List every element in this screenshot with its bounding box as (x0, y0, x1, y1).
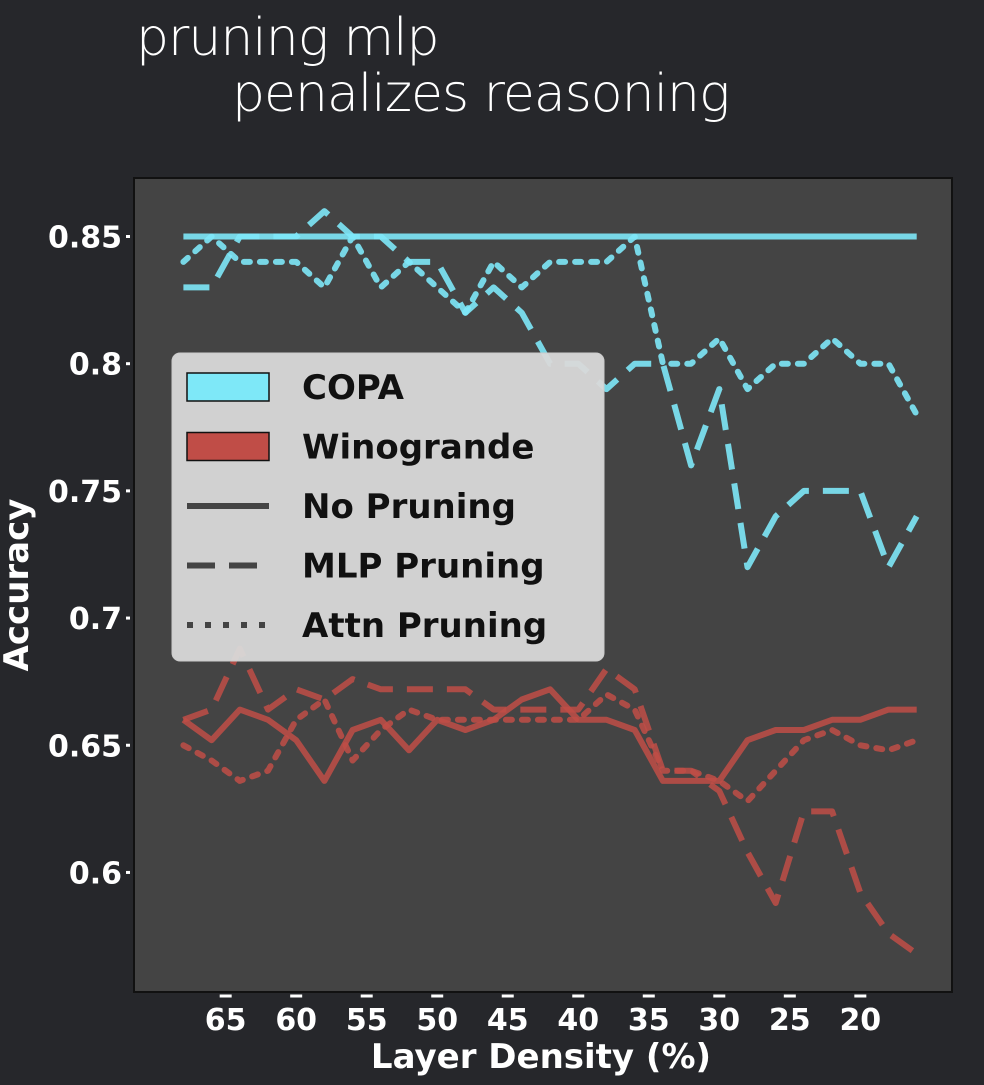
tick-marks (126, 235, 867, 998)
x-tick-label: 60 (275, 1003, 317, 1038)
y-tick-label: 0.85 (48, 221, 122, 256)
legend-label: MLP Pruning (302, 547, 545, 587)
series-line-copa-dotted (180, 233, 920, 418)
y-tick-label: 0.7 (69, 602, 122, 637)
y-tick-label: 0.65 (48, 729, 122, 764)
x-tick-label: 65 (205, 1003, 247, 1038)
x-tick-label: 45 (487, 1003, 529, 1038)
legend-label: Winogrande (302, 428, 534, 468)
legend-swatch-copa (186, 372, 270, 402)
tick-labels: 0.6 0.65 0.7 0.75 0.8 0.85 65 60 55 50 45 40 35 30 25 2… (48, 221, 881, 1038)
series-line-winogrande-dotted (180, 691, 920, 805)
x-tick-label: 40 (557, 1003, 599, 1038)
legend: COPA Winogrande No Pruning MLP Pruning Attn … (171, 352, 605, 662)
legend-swatch-winogrande (186, 431, 270, 462)
y-axis-label: Accuracy (0, 499, 37, 672)
x-tick-label: 50 (416, 1003, 458, 1038)
x-tick-label: 30 (698, 1003, 740, 1038)
y-tick-label: 0.8 (69, 348, 122, 383)
legend-box (171, 352, 605, 662)
x-tick-label: 25 (769, 1003, 811, 1038)
legend-label: Attn Pruning (302, 606, 547, 646)
title-line-2: penalizes reasoning (232, 64, 730, 124)
title-line-1: pruning mlp (136, 8, 440, 68)
series-line-winogrande-dashed (182, 645, 919, 957)
y-tick-label: 0.75 (48, 475, 122, 510)
legend-label: COPA (302, 368, 405, 408)
series-line-winogrande-solid (181, 686, 917, 784)
y-tick-label: 0.6 (69, 856, 122, 891)
x-tick-label: 35 (628, 1003, 670, 1038)
x-tick-label: 20 (839, 1003, 881, 1038)
legend-label: No Pruning (302, 487, 516, 527)
x-tick-label: 55 (346, 1003, 388, 1038)
x-axis-label: Layer Density (%) (371, 1037, 711, 1077)
